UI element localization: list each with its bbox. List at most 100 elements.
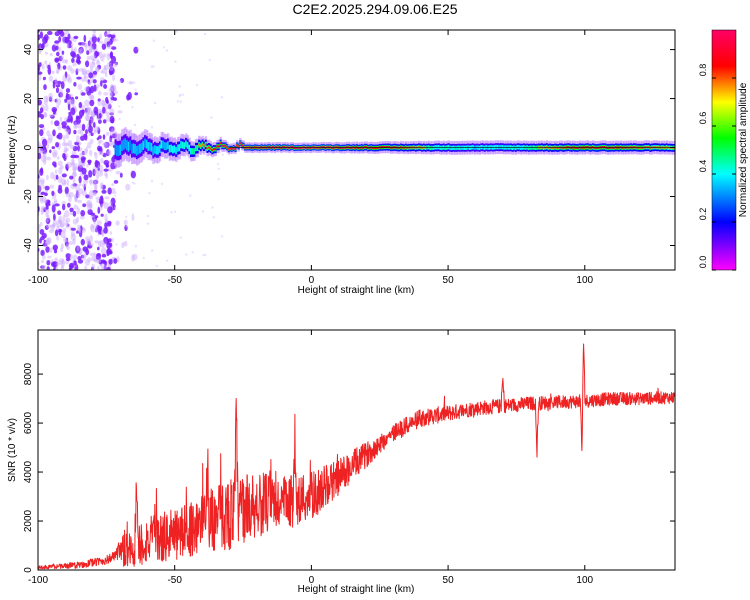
spectrogram-noise-blob bbox=[72, 173, 77, 177]
spectrogram-noise-blob bbox=[89, 61, 96, 68]
spectrogram-noise-blob bbox=[75, 245, 81, 254]
spectrogram-ridge-inner bbox=[150, 143, 153, 152]
spectrogram-ridge-core bbox=[198, 143, 201, 146]
spectrogram-noise-blob bbox=[111, 183, 115, 187]
spectrogram-noise-blob bbox=[58, 260, 64, 265]
spectrogram-ridge-inner bbox=[180, 141, 183, 149]
spectrogram-noise-blob bbox=[45, 217, 51, 225]
spectrogram-noise-blob bbox=[78, 229, 83, 238]
spectrogram-noise-blob bbox=[65, 153, 69, 159]
spectrogram-noise-blob bbox=[93, 106, 99, 114]
spectrogram-noise-blob bbox=[60, 54, 64, 61]
spectrogram-ridge-inner bbox=[137, 144, 140, 155]
spectrogram-noise-blob bbox=[81, 167, 87, 175]
spectrogram-noise-blob bbox=[125, 215, 128, 218]
spectrogram-noise-blob bbox=[62, 152, 66, 159]
spectrogram-noise-blob bbox=[69, 99, 73, 105]
spectrogram-noise-blob bbox=[105, 111, 110, 117]
colorbar-tick-label: 0.2 bbox=[698, 208, 708, 221]
spectrogram-noise-blob bbox=[106, 53, 111, 61]
spectrogram-noise-blob bbox=[97, 240, 102, 248]
spectrogram-noise-blob bbox=[60, 260, 66, 267]
spectrogram-noise-blob bbox=[85, 236, 90, 241]
spectrogram-noise-blob bbox=[42, 242, 48, 247]
spectrogram-noise-blob bbox=[46, 143, 50, 149]
spectrogram-ridge-inner bbox=[186, 142, 190, 149]
spectrogram-noise-blob bbox=[110, 92, 113, 97]
spectrogram-noise-blob bbox=[70, 233, 77, 242]
spectrogram-noise-blob bbox=[166, 259, 169, 262]
spectrogram-noise-blob bbox=[65, 239, 69, 243]
spectrogram-noise-blob bbox=[91, 35, 98, 44]
spectrogram-noise-blob bbox=[66, 119, 71, 123]
spectrogram-noise-blob bbox=[99, 33, 102, 41]
spectrogram-noise-blob bbox=[85, 129, 88, 135]
spectrogram-noise-blob bbox=[88, 170, 93, 178]
spectrogram-noise-blob bbox=[91, 266, 94, 270]
spectrogram-noise-blob bbox=[132, 253, 138, 261]
spectrogram-noise-blob bbox=[67, 140, 73, 147]
spectrogram-noise-blob bbox=[100, 204, 103, 211]
spectrogram-noise-blob bbox=[106, 44, 113, 49]
spectrogram-noise-blob bbox=[104, 171, 108, 177]
spectrogram-noise-blob bbox=[94, 159, 99, 168]
spectrogram-noise-blob bbox=[64, 36, 70, 44]
spectrogram-noise-blob bbox=[97, 225, 103, 232]
spectrogram-ridge-inner bbox=[127, 141, 131, 152]
spectrogram-noise-blob bbox=[95, 224, 99, 232]
spectrogram-noise-blob bbox=[92, 179, 96, 186]
spectrogram-noise-blob bbox=[80, 135, 86, 141]
spectrogram-noise-blob bbox=[50, 120, 53, 125]
spectrogram-noise-blob bbox=[77, 193, 81, 198]
spectrogram-noise-blob bbox=[51, 146, 56, 150]
colorbar-ticks: 0.0 0.2 0.4 0.6 0.8 bbox=[698, 64, 736, 271]
spectrogram-noise-blob bbox=[58, 36, 62, 43]
spectrogram-noise-blob bbox=[92, 191, 97, 197]
spectrogram-noise-blob bbox=[46, 260, 51, 266]
spectrogram-ridge-inner bbox=[149, 141, 152, 151]
spectrogram-noise-blob bbox=[55, 97, 59, 105]
spectrogram-noise-blob bbox=[87, 40, 91, 47]
spectrogram-noise-blob bbox=[111, 86, 117, 92]
spectrogram-noise-blob bbox=[62, 65, 67, 70]
spectrogram-noise-blob bbox=[96, 220, 102, 226]
spectrogram-noise-blob bbox=[66, 100, 71, 104]
spectrogram-noise-blob bbox=[50, 224, 56, 231]
spectrogram-noise-blob bbox=[106, 30, 111, 36]
spectrogram-noise-blob bbox=[65, 220, 69, 227]
spectrogram-noise-blob bbox=[87, 239, 91, 243]
spectrogram-noise-blob bbox=[76, 230, 80, 234]
spectrogram-noise-blob bbox=[102, 152, 107, 158]
spectrogram-noise-blob bbox=[107, 62, 112, 66]
spectrogram-noise-blob bbox=[85, 239, 91, 244]
spectrogram-noise-blob bbox=[69, 144, 75, 150]
spectrogram-noise-blob bbox=[70, 107, 76, 116]
spectrogram-noise-blob bbox=[38, 73, 42, 81]
spectrogram-ridge-inner bbox=[144, 138, 147, 148]
spectrogram-noise-blob bbox=[107, 103, 112, 109]
spectrogram-ridge-inner bbox=[162, 140, 165, 149]
spectrogram-noise-blob bbox=[93, 192, 96, 196]
spectrogram-ridge-inner bbox=[122, 139, 126, 150]
spectrogram-noise-blob bbox=[68, 241, 74, 245]
spectrogram-noise-blob bbox=[111, 84, 117, 89]
spectrogram-noise-blob bbox=[217, 178, 220, 181]
spectrogram-noise-blob bbox=[88, 72, 94, 79]
spectrogram-noise-blob bbox=[217, 167, 220, 170]
spectrogram-noise-blob bbox=[56, 66, 59, 74]
spectrogram-noise-blob bbox=[106, 222, 112, 227]
spectrogram-ridge-core bbox=[221, 144, 224, 147]
spectrogram-noise-blob bbox=[170, 211, 173, 214]
spectrogram-noise-blob bbox=[100, 246, 107, 255]
spectrogram-ridge-inner bbox=[157, 146, 160, 155]
spectrogram-noise-blob bbox=[83, 75, 89, 79]
spectrogram-noise-blob bbox=[66, 142, 70, 147]
spectrogram-noise-blob bbox=[86, 199, 92, 207]
spectrogram-y-tick-label: 0 bbox=[23, 144, 34, 150]
spectrogram-noise-blob bbox=[71, 57, 75, 64]
spectrogram-noise-blob bbox=[155, 264, 158, 268]
spectrogram-noise-blob bbox=[40, 259, 44, 264]
spectrogram-noise-blob bbox=[216, 163, 220, 166]
spectrogram-noise-blob bbox=[40, 207, 44, 216]
spectrogram-noise-blob bbox=[106, 242, 112, 249]
